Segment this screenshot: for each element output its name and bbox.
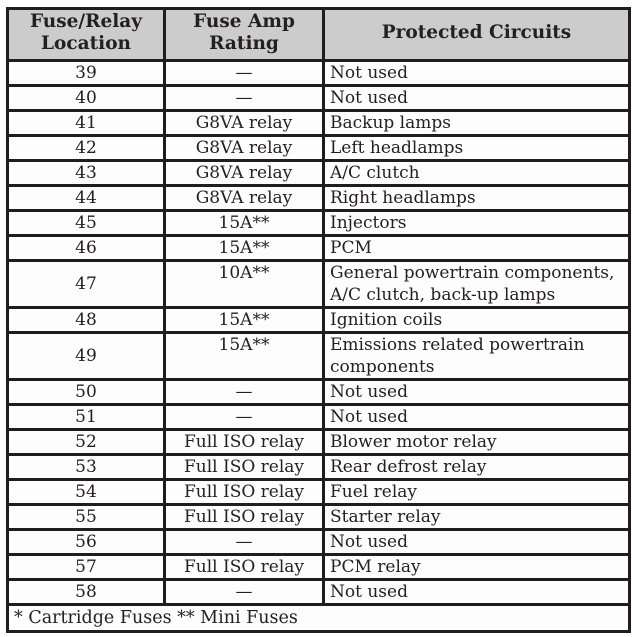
cell-amp-rating: 10A** bbox=[163, 259, 325, 309]
cell-protected-circuits: General powertrain components, A/C clutc… bbox=[322, 259, 631, 309]
cell-fuse-location: 55 bbox=[6, 503, 166, 531]
header-row: Fuse/Relay Location Fuse Amp Rating Prot… bbox=[6, 7, 631, 62]
cell-protected-circuits: A/C clutch bbox=[322, 159, 631, 187]
cell-protected-circuits: Backup lamps bbox=[322, 109, 631, 137]
header-fuse-relay-location: Fuse/Relay Location bbox=[6, 7, 166, 62]
cell-fuse-location: 47 bbox=[6, 259, 166, 309]
table-row: 45 15A** Injectors bbox=[6, 209, 631, 237]
cell-amp-rating: Full ISO relay bbox=[163, 553, 325, 581]
cell-protected-circuits: Injectors bbox=[322, 209, 631, 237]
cell-amp-rating: Full ISO relay bbox=[163, 453, 325, 481]
table-row: 41 G8VA relay Backup lamps bbox=[6, 109, 631, 137]
cell-amp-rating: — bbox=[163, 403, 325, 431]
cell-fuse-location: 53 bbox=[6, 453, 166, 481]
cell-fuse-location: 39 bbox=[6, 59, 166, 87]
table-row: 58— Not used bbox=[6, 578, 631, 606]
table-row: 39— Not used bbox=[6, 59, 631, 87]
cell-protected-circuits: Fuel relay bbox=[322, 478, 631, 506]
cell-amp-rating: G8VA relay bbox=[163, 184, 325, 212]
cell-fuse-location: 57 bbox=[6, 553, 166, 581]
table-row: 48 15A** Ignition coils bbox=[6, 306, 631, 334]
cell-fuse-location: 41 bbox=[6, 109, 166, 137]
table-row: 56— Not used bbox=[6, 528, 631, 556]
table-row: 53 Full ISO relay Rear defrost relay bbox=[6, 453, 631, 481]
cell-fuse-location: 46 bbox=[6, 234, 166, 262]
cell-fuse-location: 51 bbox=[6, 403, 166, 431]
table-row: 46 15A** PCM bbox=[6, 234, 631, 262]
table-row: 57 Full ISO relay PCM relay bbox=[6, 553, 631, 581]
cell-amp-rating: 15A** bbox=[163, 306, 325, 334]
cell-protected-circuits: PCM relay bbox=[322, 553, 631, 581]
cell-protected-circuits: Rear defrost relay bbox=[322, 453, 631, 481]
cell-fuse-location: 43 bbox=[6, 159, 166, 187]
table-row: 40— Not used bbox=[6, 84, 631, 112]
cell-amp-rating: Full ISO relay bbox=[163, 503, 325, 531]
cell-amp-rating: G8VA relay bbox=[163, 109, 325, 137]
cell-amp-rating: Full ISO relay bbox=[163, 428, 325, 456]
cell-fuse-location: 56 bbox=[6, 528, 166, 556]
fuse-table-body: 39— Not used 40— Not used 41 G8VA relay Backup… bbox=[6, 59, 631, 606]
table-row: 44 G8VA relay Right headlamps bbox=[6, 184, 631, 212]
cell-fuse-location: 44 bbox=[6, 184, 166, 212]
table-row: 54 Full ISO relay Fuel relay bbox=[6, 478, 631, 506]
cell-fuse-location: 58 bbox=[6, 578, 166, 606]
cell-protected-circuits: Left headlamps bbox=[322, 134, 631, 162]
cell-amp-rating: — bbox=[163, 378, 325, 406]
cell-protected-circuits: Right headlamps bbox=[322, 184, 631, 212]
cell-protected-circuits: Blower motor relay bbox=[322, 428, 631, 456]
cell-fuse-location: 40 bbox=[6, 84, 166, 112]
table-row: 43 G8VA relay A/C clutch bbox=[6, 159, 631, 187]
cell-protected-circuits: PCM bbox=[322, 234, 631, 262]
cell-amp-rating: — bbox=[163, 578, 325, 606]
cell-protected-circuits: Not used bbox=[322, 59, 631, 87]
cell-amp-rating: 15A** bbox=[163, 209, 325, 237]
cell-protected-circuits: Ignition coils bbox=[322, 306, 631, 334]
cell-fuse-location: 52 bbox=[6, 428, 166, 456]
cell-protected-circuits: Not used bbox=[322, 528, 631, 556]
cell-amp-rating: — bbox=[163, 84, 325, 112]
table-row: 42 G8VA relay Left headlamps bbox=[6, 134, 631, 162]
header-fuse-amp-rating: Fuse Amp Rating bbox=[163, 7, 325, 62]
cell-amp-rating: — bbox=[163, 528, 325, 556]
cell-fuse-location: 49 bbox=[6, 331, 166, 381]
table-row: 47 10A** General powertrain components, A/… bbox=[6, 259, 631, 309]
cell-protected-circuits: Not used bbox=[322, 403, 631, 431]
cell-fuse-location: 45 bbox=[6, 209, 166, 237]
cell-amp-rating: Full ISO relay bbox=[163, 478, 325, 506]
table-row: 51— Not used bbox=[6, 403, 631, 431]
footnote-row: * Cartridge Fuses ** Mini Fuses bbox=[6, 603, 631, 633]
cell-protected-circuits: Starter relay bbox=[322, 503, 631, 531]
cell-amp-rating: 15A** bbox=[163, 234, 325, 262]
cell-amp-rating: — bbox=[163, 59, 325, 87]
cell-protected-circuits: Emissions related powertrain components bbox=[322, 331, 631, 381]
header-protected-circuits: Protected Circuits bbox=[322, 7, 631, 62]
cell-fuse-location: 54 bbox=[6, 478, 166, 506]
table-row: 52 Full ISO relay Blower motor relay bbox=[6, 428, 631, 456]
cell-amp-rating: 15A** bbox=[163, 331, 325, 381]
cell-fuse-location: 42 bbox=[6, 134, 166, 162]
cell-protected-circuits: Not used bbox=[322, 578, 631, 606]
cell-fuse-location: 48 bbox=[6, 306, 166, 334]
table-row: 55 Full ISO relay Starter relay bbox=[6, 503, 631, 531]
cell-fuse-location: 50 bbox=[6, 378, 166, 406]
table-header: Fuse/Relay Location Fuse Amp Rating Prot… bbox=[6, 7, 631, 62]
cell-amp-rating: G8VA relay bbox=[163, 159, 325, 187]
cell-protected-circuits: Not used bbox=[322, 84, 631, 112]
fuse-relay-table: Fuse/Relay Location Fuse Amp Rating Prot… bbox=[6, 7, 631, 633]
table-row: 50— Not used bbox=[6, 378, 631, 406]
table-row: 49 15A** Emissions related powertrain comp… bbox=[6, 331, 631, 381]
table-footer: * Cartridge Fuses ** Mini Fuses bbox=[6, 603, 631, 633]
footnote: * Cartridge Fuses ** Mini Fuses bbox=[6, 603, 631, 633]
cell-amp-rating: G8VA relay bbox=[163, 134, 325, 162]
cell-protected-circuits: Not used bbox=[322, 378, 631, 406]
